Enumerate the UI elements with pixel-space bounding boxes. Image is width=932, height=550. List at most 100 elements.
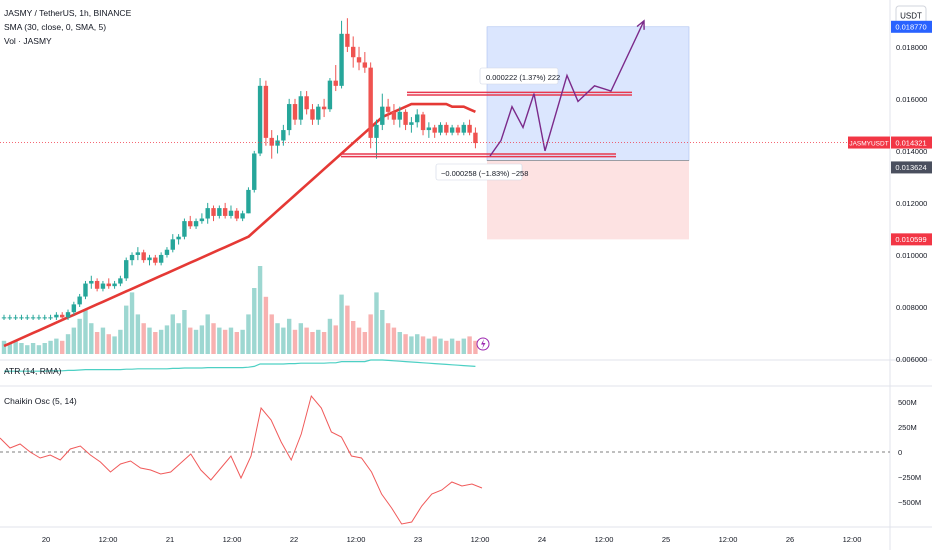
volume-bar (228, 327, 234, 354)
volume-bar (298, 323, 304, 354)
atr-legend[interactable]: ATR (14, RMA) (4, 366, 62, 376)
price-tick: 0.006000 (896, 355, 927, 364)
volume-bar (164, 325, 170, 354)
chaikin-legend[interactable]: Chaikin Osc (5, 14) (4, 396, 77, 406)
sma-legend[interactable]: SMA (30, close, 0, SMA, 5) (4, 22, 106, 32)
candle (409, 117, 414, 133)
price-axis-ticks: 0.018000 0.016000 0.014000 0.012000 0.010000… (896, 43, 927, 364)
projection-path[interactable] (489, 19, 645, 157)
volume-bar (217, 327, 222, 354)
volume-bar (275, 323, 280, 354)
time-tick: 12:00 (99, 535, 118, 544)
volume-bar (42, 343, 47, 354)
lightning-icon[interactable] (476, 337, 490, 351)
candle (292, 98, 298, 125)
sma-line (3, 102, 476, 348)
volume-bar (252, 288, 257, 354)
volume-bar (321, 332, 327, 354)
candle (397, 106, 402, 128)
candle (362, 52, 368, 73)
symbol-title[interactable]: JASMY / TetherUS, 1h, BINANCE (4, 8, 132, 18)
candle (135, 247, 141, 261)
volume-bar (333, 325, 338, 354)
candle (153, 254, 158, 266)
time-tick: 22 (290, 535, 298, 544)
candle (345, 18, 350, 53)
volume-bar (362, 332, 368, 354)
candle (7, 314, 13, 320)
atr-line (4, 359, 476, 372)
volume-bar (397, 332, 402, 354)
candle (391, 104, 397, 125)
volume-bar (368, 314, 373, 354)
candle (234, 208, 239, 222)
candle (316, 104, 321, 125)
candle (380, 93, 385, 131)
chaikin-path (0, 394, 483, 525)
volume-bar (391, 327, 397, 354)
chart-area (0, 0, 890, 550)
volume-bar (444, 340, 449, 354)
volume-bar (135, 314, 141, 354)
volume-bar (25, 345, 30, 354)
volume-bar (473, 340, 478, 354)
volume-bar (222, 329, 228, 354)
candle (188, 215, 193, 229)
volume-bar (7, 343, 13, 354)
candle (124, 257, 129, 281)
target-zone[interactable] (486, 26, 690, 161)
candle (461, 122, 466, 136)
chaikin-tick: 250M (898, 423, 917, 432)
volume-bar (409, 336, 414, 354)
candle (211, 205, 216, 222)
candle (94, 278, 100, 292)
candle (36, 314, 42, 320)
candle (100, 280, 106, 292)
candle (252, 150, 257, 193)
svg-text:JASMYUSDT: JASMYUSDT (849, 140, 888, 147)
time-tick: 12:00 (347, 535, 366, 544)
time-tick: 23 (414, 535, 422, 544)
candle (269, 130, 274, 159)
volume-bar (438, 338, 443, 354)
candle (129, 252, 135, 266)
levels[interactable] (341, 91, 689, 162)
volume-bar (449, 338, 455, 354)
candle (112, 280, 117, 289)
time-tick: 21 (166, 535, 174, 544)
candle (19, 314, 24, 320)
atr-path (4, 359, 476, 372)
candle (228, 205, 234, 219)
candle (1, 314, 7, 320)
time-tick: 25 (662, 535, 670, 544)
candle (164, 247, 170, 258)
volume-bar (19, 343, 24, 354)
volume-bar (356, 327, 362, 354)
volume-bar (13, 340, 18, 354)
volume-bar (461, 338, 466, 354)
price-tick: 0.008000 (896, 303, 927, 312)
candle (257, 78, 263, 157)
volume-bar (269, 314, 274, 354)
svg-text:USDT: USDT (900, 12, 922, 21)
volume-bar (124, 305, 129, 354)
volume-bar (193, 329, 199, 354)
candle (420, 111, 426, 136)
volume-bar (257, 266, 263, 354)
candle (118, 275, 123, 287)
candle (286, 98, 292, 136)
candle (426, 122, 432, 138)
volume-bar (316, 329, 321, 354)
candle (217, 205, 222, 219)
volume-legend[interactable]: Vol · JASMY (4, 36, 52, 46)
candle (54, 312, 59, 320)
target-price-tag: 0.018770 (891, 20, 932, 33)
candle (65, 309, 71, 320)
volume-bar (89, 323, 94, 354)
time-tick: 12:00 (471, 535, 490, 544)
candles (1, 18, 478, 320)
volume-bar (234, 332, 239, 354)
candle (339, 20, 344, 89)
volume-bar (30, 343, 36, 354)
